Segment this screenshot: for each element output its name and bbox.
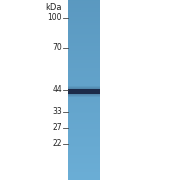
Text: kDa: kDa <box>46 3 62 12</box>
Text: 27: 27 <box>52 123 62 132</box>
Text: 44: 44 <box>52 86 62 94</box>
Text: 100: 100 <box>48 14 62 22</box>
Text: 70: 70 <box>52 44 62 53</box>
Text: 33: 33 <box>52 107 62 116</box>
Text: 22: 22 <box>53 140 62 148</box>
